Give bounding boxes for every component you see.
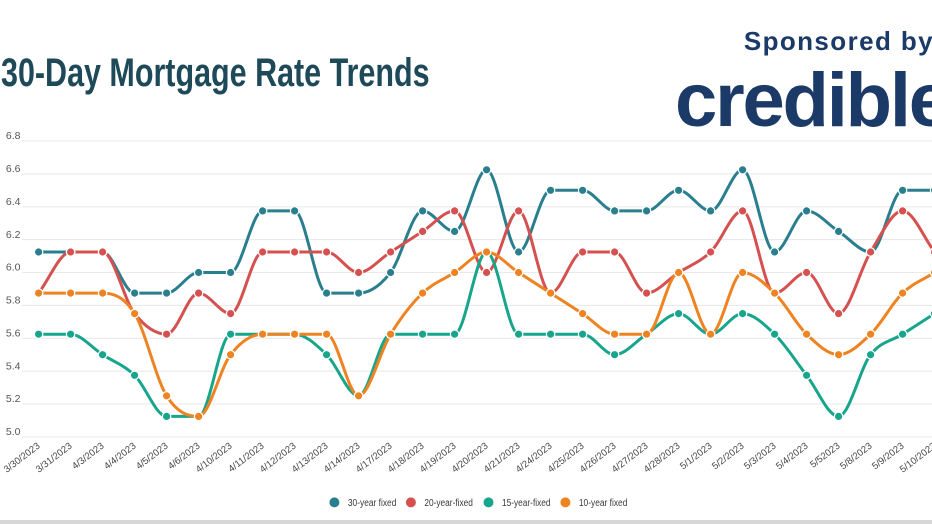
svg-text:10-year fixed: 10-year fixed: [579, 498, 628, 509]
svg-text:5/2/2023: 5/2/2023: [710, 441, 746, 472]
svg-text:5/52023: 5/52023: [808, 441, 842, 471]
svg-text:5.8: 5.8: [6, 295, 21, 307]
svg-text:30-year fixed: 30-year fixed: [348, 498, 397, 509]
svg-text:6.0: 6.0: [6, 262, 21, 274]
svg-text:6.8: 6.8: [6, 130, 21, 142]
svg-text:5/3/2023: 5/3/2023: [742, 441, 778, 472]
svg-text:6.2: 6.2: [6, 229, 21, 241]
svg-text:5/1/2023: 5/1/2023: [678, 441, 714, 472]
svg-text:5.4: 5.4: [6, 360, 21, 372]
svg-text:5/4/2023: 5/4/2023: [774, 441, 810, 472]
svg-text:6.6: 6.6: [6, 163, 21, 175]
svg-text:6.4: 6.4: [6, 196, 21, 208]
svg-text:20-year-fixed: 20-year-fixed: [424, 498, 473, 509]
svg-text:4/5/2023: 4/5/2023: [134, 441, 170, 472]
svg-text:15-year-fixed: 15-year-fixed: [502, 498, 551, 509]
svg-text:4/28/2023: 4/28/2023: [642, 441, 683, 476]
svg-text:3/31/2023: 3/31/2023: [34, 441, 75, 476]
svg-text:4/3/2023: 4/3/2023: [70, 441, 106, 472]
svg-text:5.2: 5.2: [6, 393, 21, 405]
svg-text:5.0: 5.0: [6, 426, 21, 438]
svg-text:4/4/2023: 4/4/2023: [102, 441, 138, 472]
svg-text:5/8/2023: 5/8/2023: [838, 441, 874, 472]
svg-text:5.6: 5.6: [6, 328, 21, 340]
